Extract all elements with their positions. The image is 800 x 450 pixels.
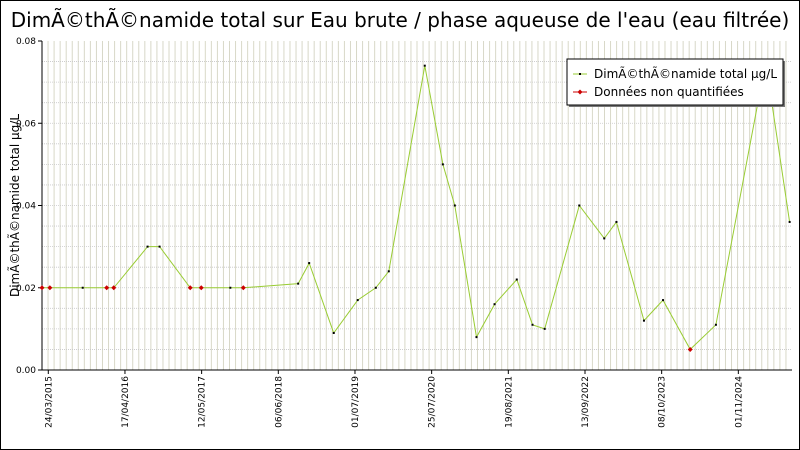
non-quantified-point <box>47 285 53 291</box>
legend: DimÃ©thÃ©namide total µg/L Données non qu… <box>566 58 785 107</box>
y-tick-label: 0.08 <box>16 37 36 47</box>
x-tick-label: 19/08/2021 <box>504 376 514 428</box>
non-quantified-point <box>198 285 204 291</box>
data-point <box>531 323 534 326</box>
data-point <box>788 220 791 223</box>
data-point <box>515 278 518 281</box>
data-point <box>374 286 377 289</box>
non-quantified-point <box>687 346 693 352</box>
y-tick-label: 0.00 <box>16 366 36 376</box>
data-point <box>453 204 456 207</box>
x-tick-label: 01/07/2019 <box>351 376 361 428</box>
data-point <box>578 204 581 207</box>
data-point <box>387 270 390 273</box>
data-point <box>229 286 232 289</box>
x-tick-label: 17/04/2016 <box>121 376 131 428</box>
data-point <box>423 64 426 67</box>
data-point <box>81 286 84 289</box>
data-point <box>543 327 546 330</box>
chart-title: DimÃ©thÃ©namide total sur Eau brute / ph… <box>10 8 790 32</box>
non-quantified-point <box>39 285 45 291</box>
y-tick-label: 0.04 <box>16 202 36 212</box>
grid <box>42 41 792 370</box>
x-tick-label: 12/05/2017 <box>198 376 208 428</box>
data-point <box>332 331 335 334</box>
data-point <box>493 303 496 306</box>
data-point <box>714 323 717 326</box>
non-quantified-point <box>111 285 117 291</box>
y-tick-label: 0.02 <box>16 284 36 294</box>
data-point <box>356 299 359 302</box>
series-line <box>42 61 791 351</box>
x-tick-label: 13/09/2022 <box>581 376 591 428</box>
series-line-layer <box>42 61 791 351</box>
x-tick-label: 25/07/2020 <box>428 376 438 428</box>
x-tick-label: 08/10/2023 <box>658 376 668 428</box>
data-point <box>603 237 606 240</box>
axes <box>38 40 792 374</box>
legend-marker-quantified <box>579 73 581 75</box>
legend-box <box>566 58 784 106</box>
data-point <box>297 282 300 285</box>
data-point <box>475 336 478 339</box>
data-point <box>662 299 665 302</box>
data-point <box>441 163 444 166</box>
x-tick-label: 06/06/2018 <box>274 376 284 428</box>
data-points <box>39 60 791 352</box>
non-quantified-point <box>187 285 193 291</box>
tick-labels: 0.00 0.02 0.04 0.06 0.08 24/03/2015 17/04/2016… <box>7 37 744 428</box>
legend-marker-non-quantified <box>577 89 583 95</box>
data-point <box>642 319 645 322</box>
data-point <box>615 220 618 223</box>
y-axis-label: DimÃ©thÃ©namide total µg/L <box>7 114 22 297</box>
y-tick-label: 0.06 <box>16 119 36 129</box>
x-tick-label: 24/03/2015 <box>44 376 54 428</box>
data-point <box>308 262 311 265</box>
non-quantified-point <box>104 285 110 291</box>
legend-label: Données non quantifiées <box>594 85 744 99</box>
legend-label: DimÃ©thÃ©namide total µg/L <box>594 66 777 81</box>
data-point <box>146 245 149 248</box>
x-tick-label: 01/11/2024 <box>734 376 744 428</box>
data-point <box>158 245 161 248</box>
non-quantified-point <box>240 285 246 291</box>
